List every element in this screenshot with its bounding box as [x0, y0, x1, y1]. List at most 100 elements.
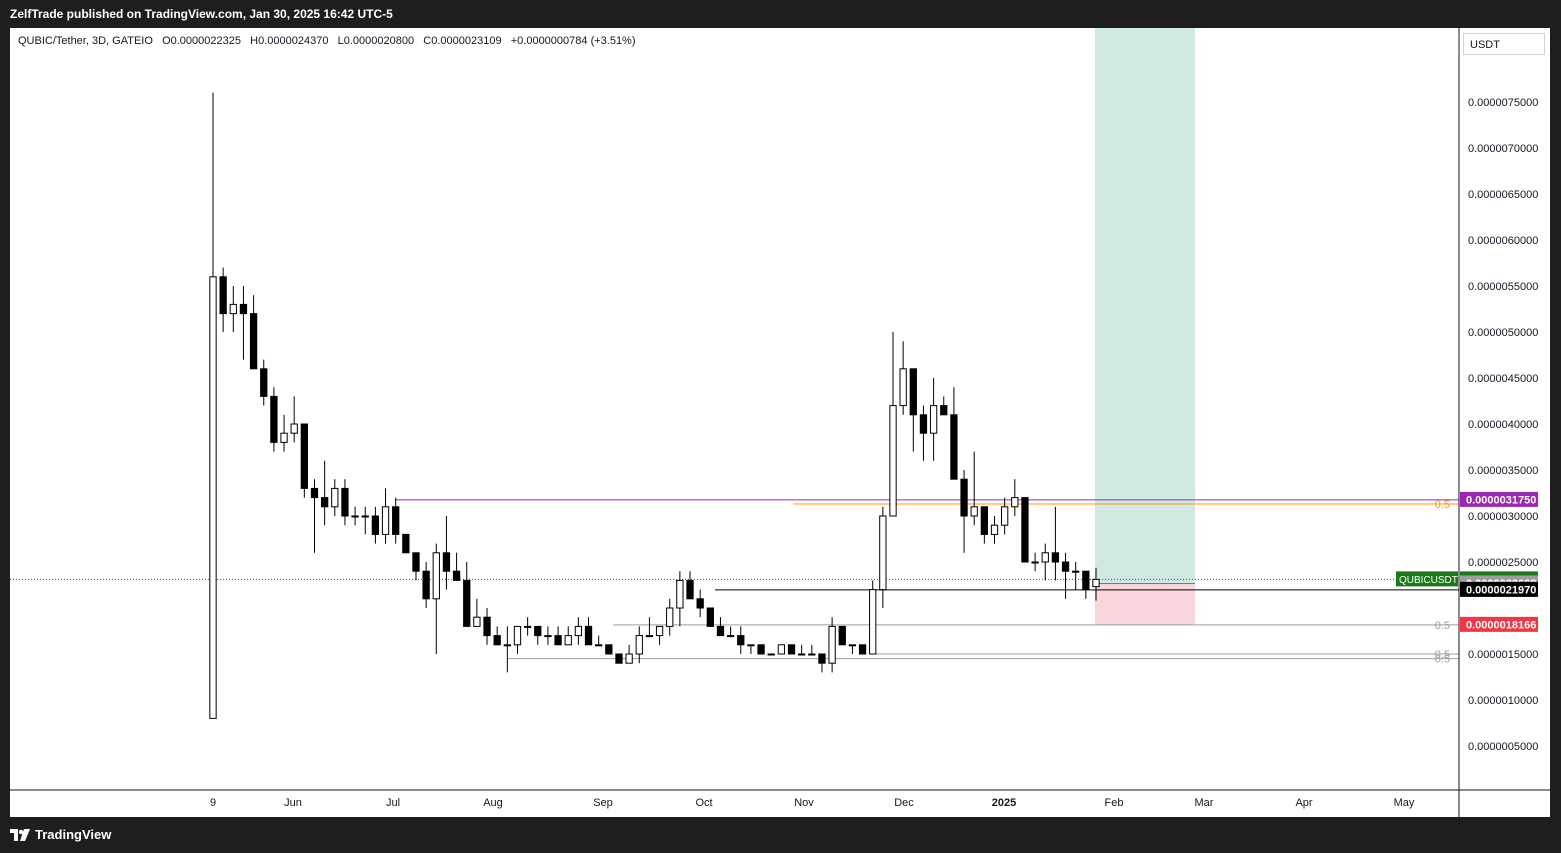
candle[interactable] — [280, 414, 288, 452]
candle[interactable] — [889, 332, 897, 517]
candle[interactable] — [564, 626, 572, 646]
candle[interactable] — [260, 359, 268, 406]
candle[interactable] — [239, 286, 248, 360]
candle[interactable] — [371, 506, 380, 544]
candle[interactable] — [1011, 479, 1019, 516]
candle[interactable] — [655, 625, 664, 645]
candle[interactable] — [777, 644, 786, 655]
chart-canvas[interactable]: 0.50.50.50.50.00000750000.00000700000.00… — [10, 28, 1550, 817]
candle[interactable] — [310, 479, 319, 553]
candle[interactable] — [249, 295, 258, 370]
plot-area[interactable]: 0.50.50.50.5 — [10, 28, 1459, 719]
candle[interactable] — [331, 479, 339, 516]
candle[interactable] — [980, 506, 989, 544]
candle[interactable] — [1061, 552, 1070, 599]
candle[interactable] — [503, 626, 511, 673]
candle[interactable] — [737, 626, 745, 654]
candle[interactable] — [513, 625, 522, 654]
candle[interactable] — [950, 387, 958, 480]
candle[interactable] — [1031, 552, 1039, 572]
currency-button[interactable]: USDT — [1463, 33, 1545, 55]
candle[interactable] — [990, 516, 999, 544]
candle[interactable] — [1051, 506, 1060, 581]
candle[interactable] — [960, 470, 968, 553]
candle[interactable] — [818, 653, 826, 673]
candle[interactable] — [493, 626, 501, 646]
candle[interactable] — [1041, 543, 1049, 581]
candle[interactable] — [686, 571, 694, 600]
candle[interactable] — [706, 607, 714, 627]
candle[interactable] — [341, 479, 349, 526]
candle[interactable] — [970, 451, 978, 526]
candle[interactable] — [584, 617, 593, 646]
candle[interactable] — [361, 506, 369, 535]
candle[interactable] — [300, 423, 308, 498]
candle[interactable] — [757, 644, 765, 655]
candle[interactable] — [432, 543, 440, 654]
candle[interactable] — [899, 341, 907, 415]
candle[interactable] — [625, 644, 633, 664]
candle[interactable] — [209, 92, 217, 719]
candle[interactable] — [442, 516, 451, 590]
candle[interactable] — [219, 267, 227, 332]
symbol-tag[interactable]: QUBICUSDT — [1396, 571, 1458, 587]
candle[interactable] — [1072, 562, 1080, 590]
candle[interactable] — [909, 368, 917, 452]
candle[interactable] — [869, 580, 877, 655]
candle[interactable] — [1092, 567, 1100, 601]
candle[interactable] — [523, 617, 532, 636]
candle[interactable] — [645, 617, 654, 638]
candle[interactable] — [676, 571, 684, 627]
tradingview-logo[interactable]: TradingView — [10, 827, 111, 842]
candle[interactable] — [696, 589, 704, 618]
price-label[interactable]: 0.0000031750 — [1460, 491, 1538, 507]
candle[interactable] — [351, 506, 359, 526]
candle[interactable] — [595, 635, 603, 647]
candle[interactable] — [483, 608, 491, 645]
candle[interactable] — [290, 396, 298, 443]
candle[interactable] — [422, 562, 430, 608]
candle[interactable] — [879, 506, 887, 608]
candle[interactable] — [767, 653, 775, 656]
candle[interactable] — [787, 644, 796, 655]
candle[interactable] — [270, 387, 278, 452]
candle[interactable] — [402, 533, 410, 554]
candle[interactable] — [666, 598, 674, 636]
candle[interactable] — [229, 286, 237, 332]
candle[interactable] — [726, 626, 735, 638]
price-label[interactable]: 0.0000018166 — [1460, 616, 1538, 632]
candle[interactable] — [919, 405, 928, 461]
candle[interactable] — [574, 617, 583, 645]
candle[interactable] — [1021, 497, 1029, 563]
candle[interactable] — [838, 625, 846, 646]
candle[interactable] — [747, 644, 755, 654]
price-label[interactable]: 0.0000021970 — [1460, 581, 1538, 597]
candle[interactable] — [320, 460, 329, 526]
candle[interactable] — [848, 644, 857, 654]
candle[interactable] — [940, 396, 948, 416]
chart-frame[interactable]: 0.5 0.5 0.5 0.5 0.0000075000 0.0000070000 0.00… — [10, 28, 1550, 817]
legend-symbol[interactable]: QUBIC/Tether, 3D, GATEIO — [18, 35, 153, 47]
candle[interactable] — [473, 598, 481, 627]
candle[interactable] — [808, 644, 816, 656]
candle[interactable] — [1001, 497, 1009, 535]
target-zone[interactable] — [1095, 28, 1195, 584]
candle[interactable] — [463, 562, 471, 627]
candle[interactable] — [412, 552, 420, 581]
candle[interactable] — [615, 653, 623, 664]
candle[interactable] — [828, 617, 836, 673]
candle[interactable] — [381, 488, 390, 544]
candle[interactable] — [929, 378, 938, 461]
candle[interactable] — [858, 644, 867, 655]
candle[interactable] — [544, 626, 552, 645]
candle[interactable] — [452, 552, 461, 581]
candle[interactable] — [798, 644, 806, 656]
candle[interactable] — [605, 644, 613, 655]
candle[interactable] — [635, 626, 643, 664]
candle-body — [564, 635, 572, 646]
candle[interactable] — [554, 626, 562, 646]
candle[interactable] — [392, 497, 400, 544]
candle[interactable] — [716, 617, 725, 637]
candle[interactable] — [534, 625, 542, 645]
candle[interactable] — [1082, 570, 1090, 599]
